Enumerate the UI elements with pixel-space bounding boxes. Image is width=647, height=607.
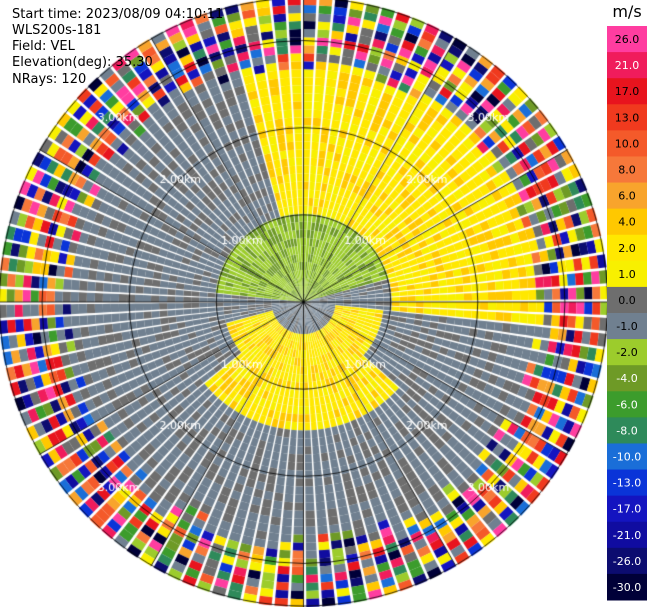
nrays-label: NRays: 120 — [12, 72, 87, 87]
colorbar-band — [607, 52, 647, 79]
colorbar-tick-label: -13.0 — [613, 477, 641, 490]
colorbar-band — [607, 78, 647, 105]
colorbar-tick-label: 0.0 — [618, 294, 636, 307]
colorbar-band — [607, 469, 647, 497]
colorbar-tick-label: 1.0 — [618, 268, 636, 281]
colorbar-tick-label: -30.0 — [613, 581, 641, 594]
colorbar-tick-label: 13.0 — [615, 111, 640, 124]
colorbar-tick-label: 2.0 — [618, 242, 636, 255]
ppi-velocity-plot — [0, 0, 607, 607]
colorbar-band — [607, 521, 647, 549]
colorbar-tick-label: -17.0 — [613, 503, 641, 516]
colorbar-tick-label: 17.0 — [615, 85, 640, 98]
colorbar-tick-label: 8.0 — [618, 164, 636, 177]
colorbar-band — [607, 182, 647, 210]
colorbar-tick-label: 6.0 — [618, 190, 636, 203]
colorbar-tick-label: -21.0 — [613, 529, 641, 542]
colorbar-band — [607, 156, 647, 184]
colorbar-band — [607, 104, 647, 131]
colorbar-unit: m/s — [612, 2, 641, 21]
colorbar-tick-label: -1.0 — [616, 320, 637, 333]
colorbar-tick-label: 10.0 — [615, 137, 640, 150]
elevation-label: Elevation(deg): 35.30 — [12, 55, 153, 70]
colorbar-band — [607, 260, 647, 288]
colorbar-band — [607, 339, 647, 366]
colorbar-band — [607, 313, 647, 340]
colorbar-tick-label: -10.0 — [613, 451, 641, 464]
field-label: Field: VEL — [12, 39, 75, 54]
colorbar-band — [607, 365, 647, 392]
colorbar-tick-label: 4.0 — [618, 216, 636, 229]
colorbar-band — [607, 417, 647, 444]
colorbar-tick-label: -2.0 — [616, 346, 637, 359]
colorbar-band — [607, 443, 647, 471]
colorbar-band — [607, 208, 647, 236]
colorbar-band — [607, 234, 647, 262]
colorbar-band — [607, 495, 647, 523]
colorbar-band — [607, 547, 647, 575]
colorbar-band — [607, 130, 647, 157]
colorbar-tick-label: -4.0 — [616, 372, 637, 385]
colorbar-band — [607, 391, 647, 418]
colorbar: m/s 26.0 21.0 17.0 13.0 10.0 8.0 6.0 4.0 2.0 1.0 0… — [607, 2, 647, 601]
colorbar-tick-label: -8.0 — [616, 424, 637, 437]
colorbar-band — [607, 26, 647, 53]
colorbar-band — [607, 573, 647, 601]
colorbar-tick-label: -6.0 — [616, 398, 637, 411]
start-time-label: Start time: 2023/08/09 04:10:11 — [12, 7, 224, 22]
colorbar-band — [607, 286, 647, 314]
colorbar-tick-label: 26.0 — [615, 33, 640, 46]
instrument-label: WLS200s-181 — [12, 23, 102, 38]
colorbar-tick-label: 21.0 — [615, 59, 640, 72]
colorbar-tick-label: -26.0 — [613, 555, 641, 568]
